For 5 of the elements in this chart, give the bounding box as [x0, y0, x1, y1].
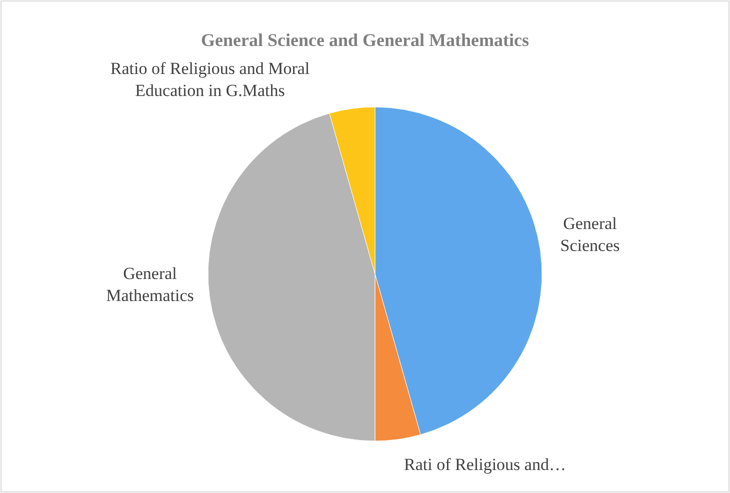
- slice-label: Ratio of Religious and Moral Education in G.Maths: [110, 59, 310, 100]
- slice-label: General Sciences: [560, 214, 620, 255]
- chart-title: General Science and General Mathematics: [201, 30, 529, 50]
- slice-label: General Mathematics: [106, 264, 194, 305]
- slice-label: Rati of Religious and…: [404, 455, 566, 474]
